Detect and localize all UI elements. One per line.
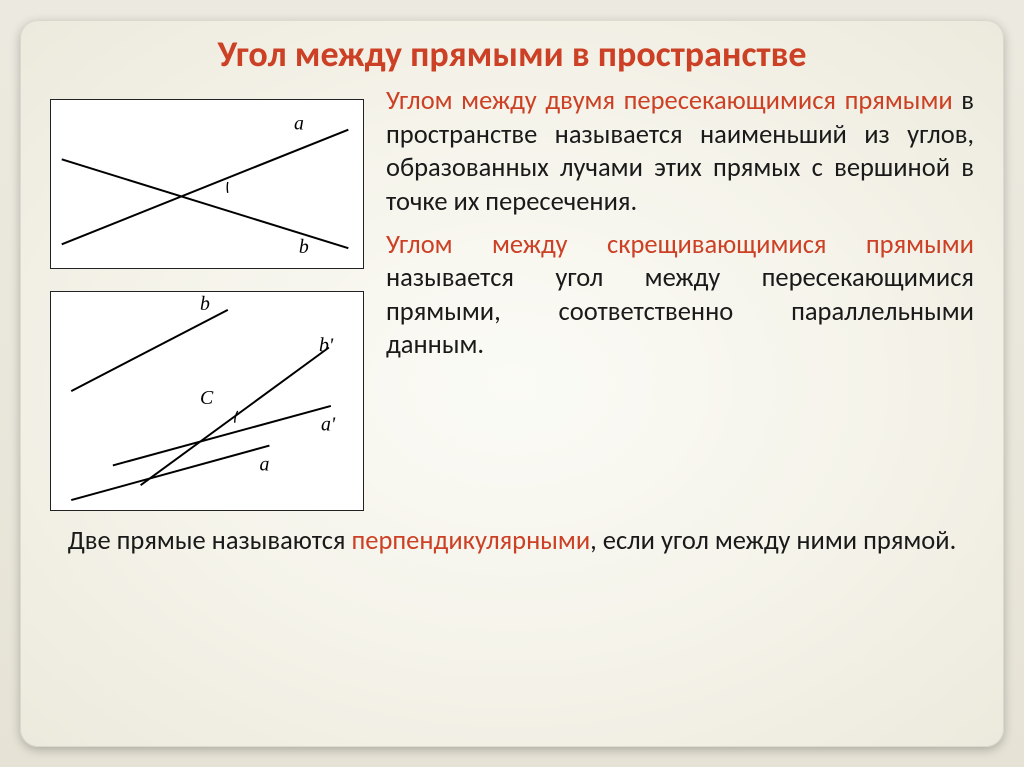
text-column: Углом между двумя пересекающимися прямым…: [386, 85, 974, 511]
fig2-label-C: C: [200, 387, 214, 409]
para1-lead: Углом между двумя пересекающимися прямым…: [386, 85, 953, 117]
content-row: a b b b' C a' a: [50, 85, 974, 511]
figures-column: a b b b' C a' a: [50, 85, 364, 511]
para2-lead: Углом между скрещивающимися прямыми: [386, 229, 974, 261]
slide-title: Угол между прямыми в пространстве: [50, 34, 974, 75]
paragraph-2: Углом между скрещивающимися прямыми назы…: [386, 229, 974, 363]
paragraph-1: Углом между двумя пересекающимися прямым…: [386, 85, 974, 219]
fig2-label-aprime: a': [321, 414, 336, 436]
fig2-label-b: b: [200, 293, 210, 315]
paragraph-bottom: Две прямые называются перпендикулярными,…: [50, 525, 974, 558]
bottom-post: , если угол между ними прямой.: [590, 525, 956, 557]
fig1-label-b: b: [299, 237, 309, 259]
figure-skew-lines: b b' C a' a: [50, 291, 364, 511]
figure-intersecting-lines: a b: [50, 99, 364, 269]
para2-rest: называется угол между пересекающимися пр…: [386, 262, 974, 361]
slide-frame: Угол между прямыми в пространстве a b: [20, 20, 1004, 747]
bottom-pre: Две прямые называются: [68, 525, 352, 557]
fig2-label-a: a: [260, 454, 270, 476]
fig1-label-a: a: [294, 113, 304, 135]
bottom-highlight: перпендикулярными: [351, 525, 590, 557]
fig2-label-bprime: b': [319, 335, 334, 357]
